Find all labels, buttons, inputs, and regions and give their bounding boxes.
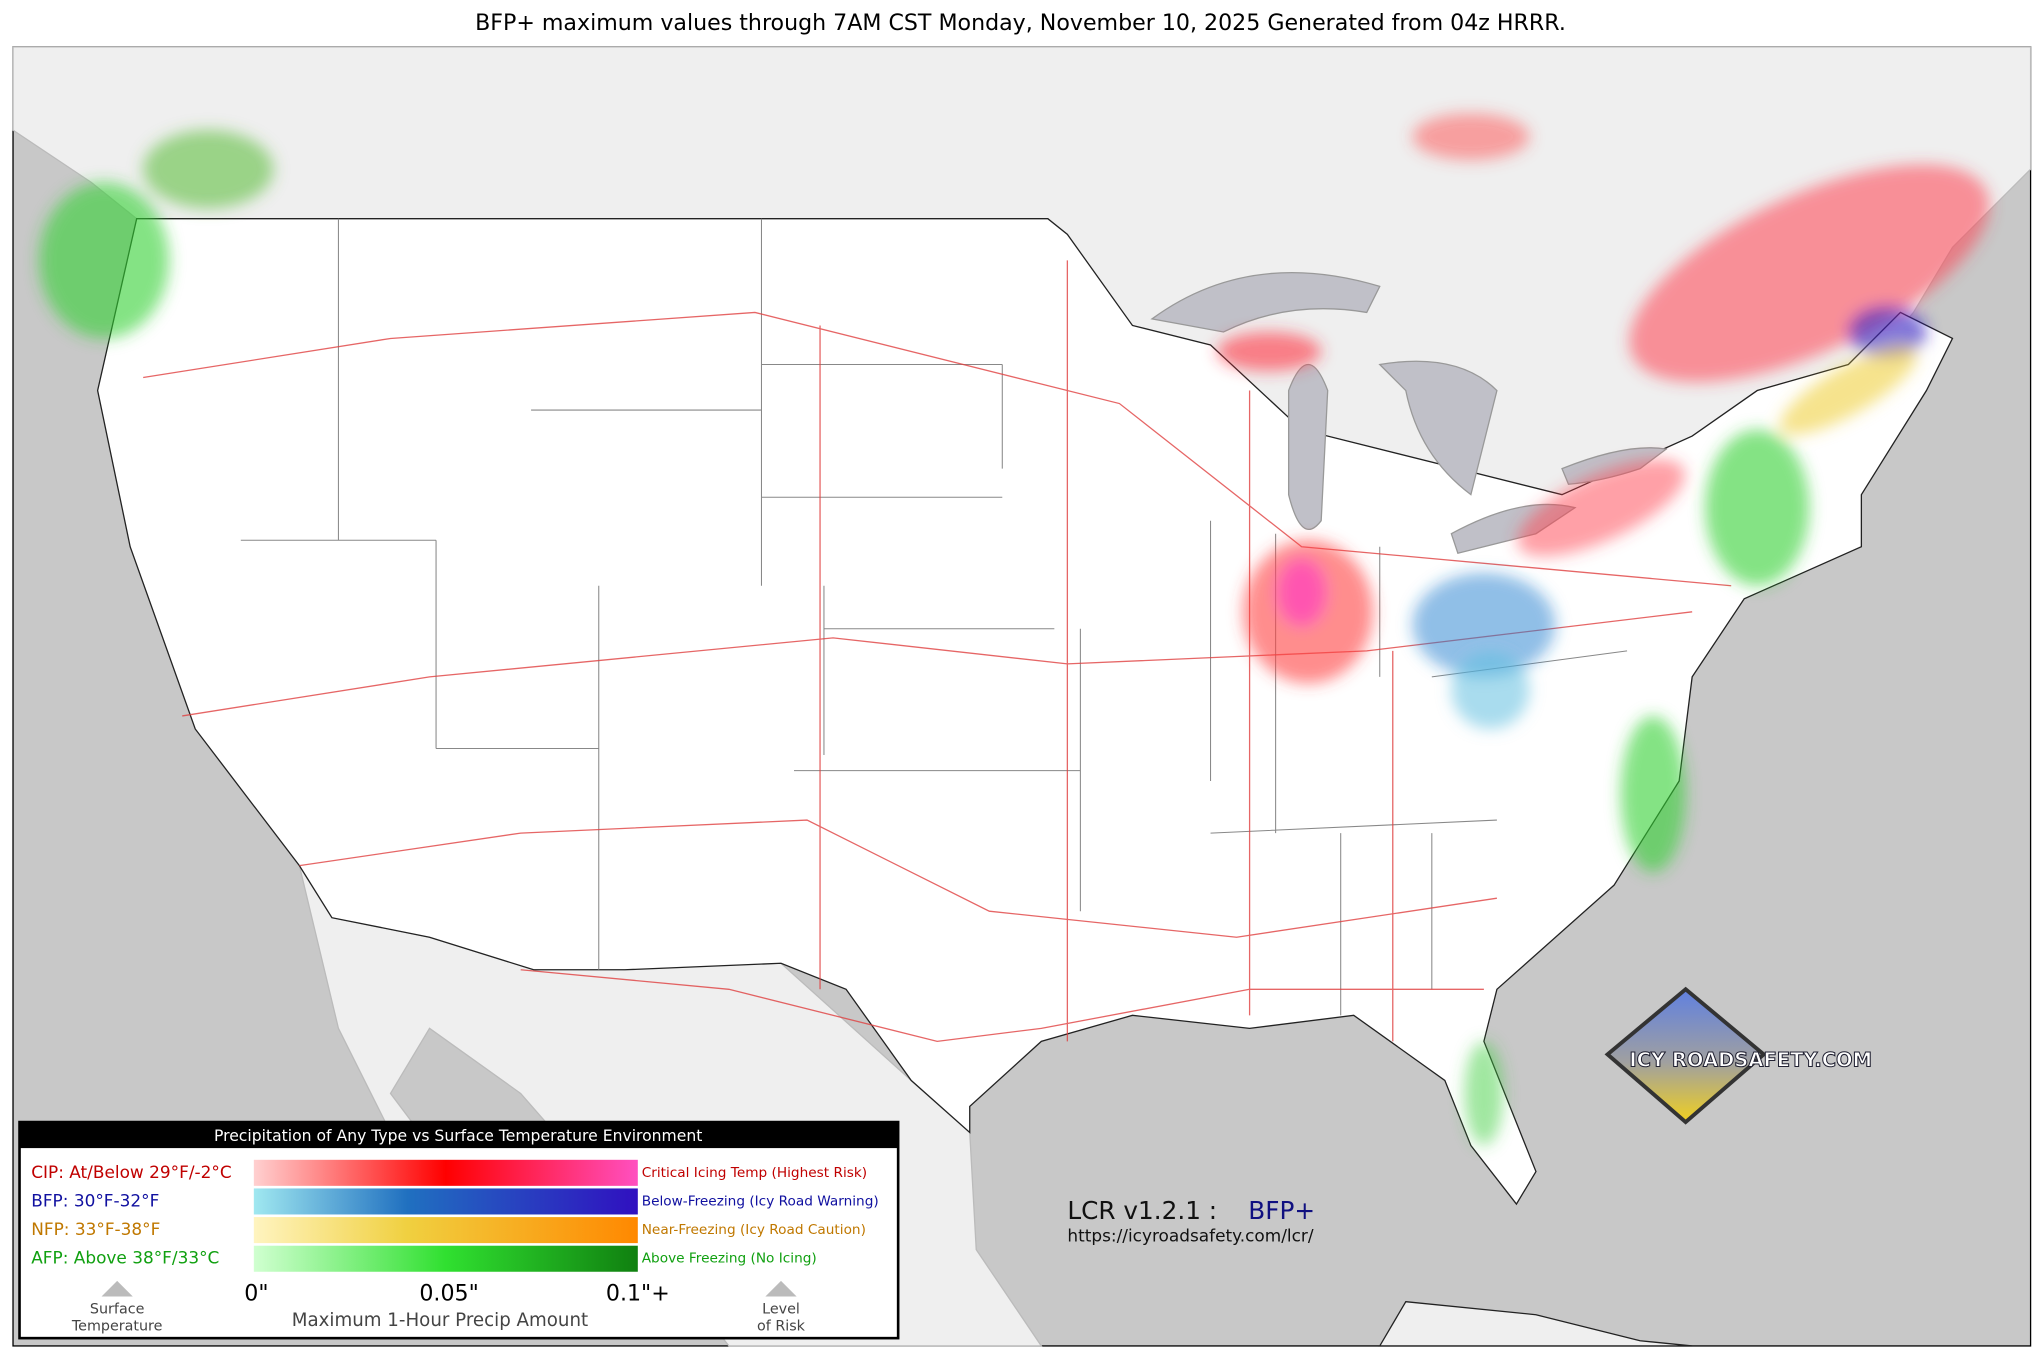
logo: ICY ROADSAFETY.COM (1604, 986, 1873, 1125)
precip-cip (1412, 113, 1530, 161)
legend-gradient (253, 1188, 638, 1215)
left-label: Temperature (71, 1318, 163, 1334)
left-label: Surface (90, 1302, 145, 1318)
precip-afp (1620, 715, 1686, 873)
product-version: LCR v1.2.1 : (1067, 1196, 1217, 1225)
precip-cip (1629, 164, 1990, 383)
scale-label: 0.05" (419, 1280, 478, 1306)
great-lakes (1150, 272, 1668, 555)
scale-label: 0" (244, 1280, 268, 1306)
precip-cip (1278, 559, 1326, 625)
legend-label: AFP: Above 38°F/33°C (31, 1248, 219, 1268)
legend-gradient (253, 1217, 638, 1244)
legend-description: Near-Freezing (Icy Road Caution) (642, 1222, 866, 1238)
map-title: BFP+ maximum values through 7AM CST Mond… (475, 10, 1566, 36)
precip-bfp (1451, 650, 1530, 729)
legend-label: BFP: 30°F-32°F (31, 1190, 159, 1210)
precipitation (39, 113, 1990, 1146)
legend-description: Below-Freezing (Icy Road Warning) (642, 1193, 879, 1209)
precip-bfp (1412, 572, 1556, 677)
left-arrow (101, 1280, 133, 1297)
right-arrow (765, 1280, 797, 1297)
precip-bfp (1848, 305, 1927, 358)
product-url: https://icyroadsafety.com/lcr/ (1067, 1226, 1313, 1246)
right-label: Level (762, 1302, 800, 1318)
precip-afp (143, 130, 274, 209)
precip-afp (39, 182, 170, 339)
precip-nfp (1779, 346, 1917, 435)
precip-cip (1517, 459, 1685, 557)
legend-gradient (253, 1159, 638, 1186)
right-label: of Risk (757, 1318, 806, 1334)
cuba (1378, 1301, 1693, 1347)
legend: Precipitation of Any Type vs Surface Tem… (18, 1120, 900, 1340)
legend-description: Critical Icing Temp (Highest Risk) (642, 1165, 867, 1181)
legend-label: CIP: At/Below 29°F/-2°C (31, 1162, 231, 1182)
legend-gradient (253, 1245, 638, 1272)
precip-cip (1217, 331, 1322, 372)
precip-afp (1705, 429, 1810, 586)
legend-header-bar (19, 1122, 899, 1149)
basemap (12, 46, 2032, 1347)
product-name: BFP+ (1248, 1196, 1315, 1225)
legend-header: Precipitation of Any Type vs Surface Tem… (214, 1127, 702, 1145)
logo-diamond (1604, 986, 1767, 1125)
logo-text: ICY ROADSAFETY.COM (1629, 1048, 1872, 1071)
scale-title: Maximum 1-Hour Precip Amount (292, 1310, 588, 1331)
state-lines (240, 218, 1628, 1016)
legend-description: Above Freezing (No Icing) (642, 1251, 817, 1267)
legend-label: NFP: 33°F-38°F (31, 1219, 160, 1239)
precip-afp (1464, 1041, 1504, 1146)
scale-label: 0.1"+ (606, 1280, 670, 1306)
